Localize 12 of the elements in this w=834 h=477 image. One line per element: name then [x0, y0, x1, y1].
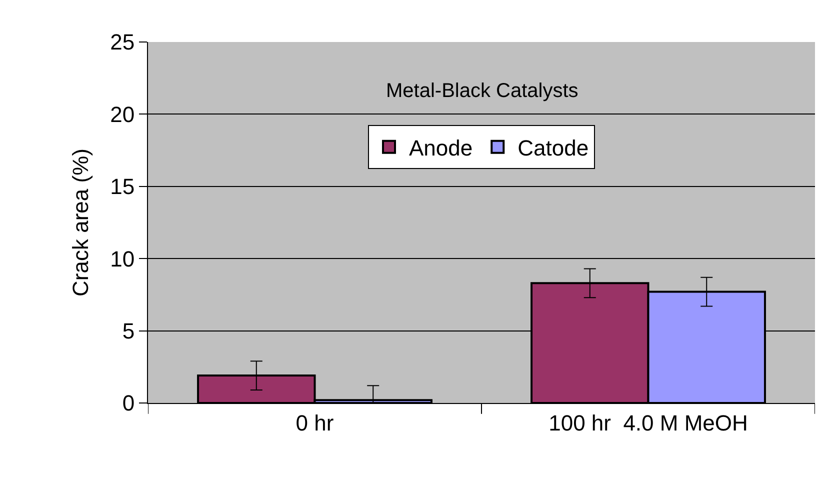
x-tick-label: 0 hr [296, 410, 334, 436]
legend-label: Anode [409, 135, 473, 160]
y-tick-label: 0 [122, 390, 135, 416]
y-tick-label: 5 [122, 318, 135, 344]
annotation: Metal-Black Catalysts [386, 80, 578, 102]
y-tick-label: 20 [110, 102, 135, 127]
y-axis-title: Crack area (%) [68, 148, 93, 296]
x-tick-label: 100 hr 4.0 M MeOH [548, 410, 748, 436]
legend-label: Catode [518, 135, 589, 160]
y-tick-label: 25 [110, 30, 135, 55]
y-tick-label: 10 [110, 246, 135, 272]
y-tick-label: 15 [110, 174, 135, 200]
